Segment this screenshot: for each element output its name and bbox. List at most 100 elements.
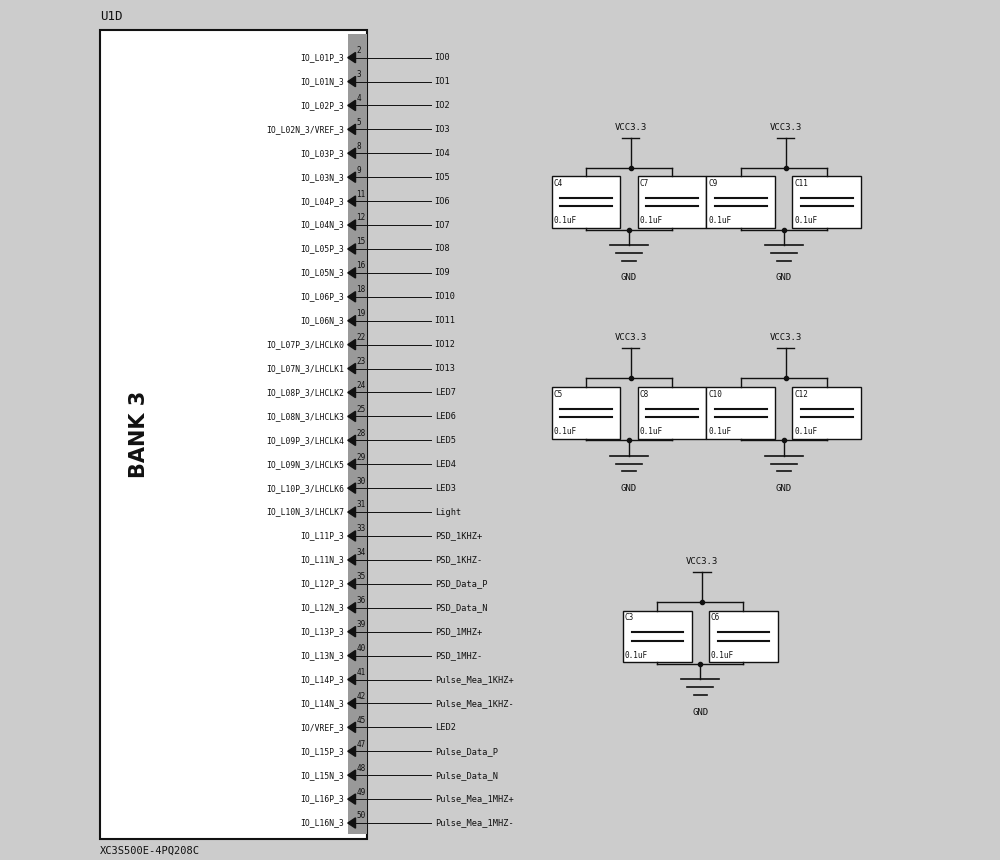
Text: IO_L09N_3/LHCLK5: IO_L09N_3/LHCLK5	[266, 460, 344, 469]
Text: GND: GND	[776, 484, 792, 493]
Text: 42: 42	[356, 691, 366, 701]
Text: IO/VREF_3: IO/VREF_3	[300, 723, 344, 732]
Polygon shape	[348, 818, 356, 828]
Text: PSD_1KHZ-: PSD_1KHZ-	[435, 556, 482, 564]
Text: 0.1uF: 0.1uF	[553, 427, 576, 436]
Text: IO_L01P_3: IO_L01P_3	[300, 53, 344, 62]
Polygon shape	[348, 555, 356, 565]
Bar	[552, 387, 620, 439]
Text: IO13: IO13	[435, 364, 456, 373]
Bar	[792, 387, 861, 439]
Polygon shape	[348, 124, 356, 134]
Text: IO_L03N_3: IO_L03N_3	[300, 173, 344, 181]
Text: IO5: IO5	[435, 173, 450, 181]
Text: IO_L07P_3/LHCLK0: IO_L07P_3/LHCLK0	[266, 341, 344, 349]
Text: VCC3.3: VCC3.3	[615, 334, 647, 342]
Text: PSD_1KHZ+: PSD_1KHZ+	[435, 531, 482, 540]
Text: 0.1uF: 0.1uF	[625, 651, 648, 660]
Text: IO_L08P_3/LHCLK2: IO_L08P_3/LHCLK2	[266, 388, 344, 397]
Text: IO_L09P_3/LHCLK4: IO_L09P_3/LHCLK4	[266, 436, 344, 445]
Text: IO_L07N_3/LHCLK1: IO_L07N_3/LHCLK1	[266, 364, 344, 373]
Text: IO_L16N_3: IO_L16N_3	[300, 819, 344, 827]
Polygon shape	[348, 292, 356, 302]
Text: IO3: IO3	[435, 125, 450, 134]
Text: 19: 19	[356, 309, 366, 318]
Text: C8: C8	[639, 390, 649, 398]
Text: IO_L15P_3: IO_L15P_3	[300, 746, 344, 756]
Polygon shape	[348, 579, 356, 589]
Polygon shape	[348, 52, 356, 63]
Text: 12: 12	[356, 213, 366, 223]
Polygon shape	[348, 148, 356, 158]
Text: IO_L05N_3: IO_L05N_3	[300, 268, 344, 278]
Text: 25: 25	[356, 405, 366, 414]
Text: 4: 4	[356, 94, 361, 103]
Polygon shape	[348, 172, 356, 182]
Bar	[552, 176, 620, 228]
Text: IO_L06N_3: IO_L06N_3	[300, 316, 344, 325]
Text: U1D: U1D	[100, 10, 123, 23]
Polygon shape	[348, 531, 356, 541]
Text: 48: 48	[356, 764, 366, 772]
Text: C12: C12	[794, 390, 808, 398]
Text: LED7: LED7	[435, 388, 456, 397]
Text: GND: GND	[692, 708, 708, 716]
Text: PSD_1MHZ-: PSD_1MHZ-	[435, 651, 482, 660]
Bar	[638, 387, 706, 439]
Polygon shape	[348, 674, 356, 685]
Text: PSD_Data_P: PSD_Data_P	[435, 580, 487, 588]
Text: 36: 36	[356, 596, 366, 605]
Text: C11: C11	[794, 179, 808, 187]
Text: 5: 5	[356, 118, 361, 126]
Polygon shape	[348, 507, 356, 517]
Text: 28: 28	[356, 429, 366, 438]
Text: C9: C9	[708, 179, 717, 187]
Text: 33: 33	[356, 525, 366, 533]
Text: IO_L06P_3: IO_L06P_3	[300, 292, 344, 301]
Text: IO_L02P_3: IO_L02P_3	[300, 101, 344, 110]
Text: PSD_1MHZ+: PSD_1MHZ+	[435, 627, 482, 636]
Text: IO2: IO2	[435, 101, 450, 110]
Text: IO_L14P_3: IO_L14P_3	[300, 675, 344, 684]
Text: 0.1uF: 0.1uF	[794, 217, 817, 225]
Text: IO_L01N_3: IO_L01N_3	[300, 77, 344, 86]
Text: 0.1uF: 0.1uF	[711, 651, 734, 660]
Text: LED5: LED5	[435, 436, 456, 445]
Text: LED3: LED3	[435, 483, 456, 493]
Text: 15: 15	[356, 237, 366, 247]
Polygon shape	[348, 770, 356, 780]
Text: Pulse_Data_N: Pulse_Data_N	[435, 771, 498, 780]
Text: IO_L11N_3: IO_L11N_3	[300, 556, 344, 564]
Text: C6: C6	[711, 613, 720, 622]
Text: 9: 9	[356, 166, 361, 175]
Text: 2: 2	[356, 46, 361, 55]
Text: IO10: IO10	[435, 292, 456, 301]
Polygon shape	[348, 746, 356, 757]
Text: 3: 3	[356, 70, 361, 79]
Text: VCC3.3: VCC3.3	[769, 334, 802, 342]
Polygon shape	[348, 435, 356, 445]
Text: 34: 34	[356, 549, 366, 557]
Text: IO_L13N_3: IO_L13N_3	[300, 651, 344, 660]
Text: IO12: IO12	[435, 341, 456, 349]
Text: Pulse_Mea_1KHZ-: Pulse_Mea_1KHZ-	[435, 699, 513, 708]
Text: 0.1uF: 0.1uF	[553, 217, 576, 225]
Polygon shape	[348, 459, 356, 470]
Text: IO_L08N_3/LHCLK3: IO_L08N_3/LHCLK3	[266, 412, 344, 421]
Text: 29: 29	[356, 452, 366, 462]
Text: GND: GND	[621, 273, 637, 282]
Polygon shape	[348, 340, 356, 350]
Bar	[706, 387, 775, 439]
Text: Pulse_Data_P: Pulse_Data_P	[435, 746, 498, 756]
Text: 0.1uF: 0.1uF	[794, 427, 817, 436]
Bar	[638, 176, 706, 228]
Text: IO_L03P_3: IO_L03P_3	[300, 149, 344, 157]
Polygon shape	[348, 603, 356, 613]
Text: 50: 50	[356, 812, 366, 820]
Text: C5: C5	[553, 390, 563, 398]
Text: IO_L12P_3: IO_L12P_3	[300, 580, 344, 588]
Text: 11: 11	[356, 189, 366, 199]
Polygon shape	[348, 483, 356, 494]
Text: IO_L13P_3: IO_L13P_3	[300, 627, 344, 636]
Text: 47: 47	[356, 740, 366, 749]
